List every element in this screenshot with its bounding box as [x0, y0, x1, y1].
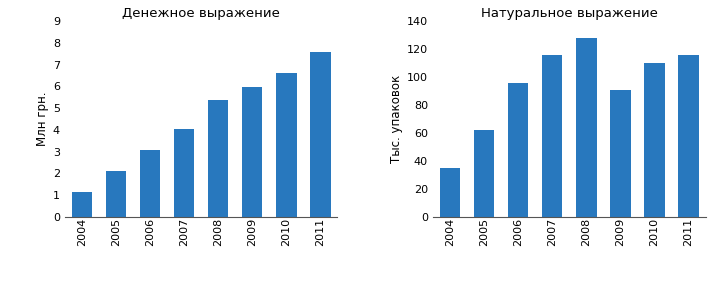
Title: Денежное выражение: Денежное выражение: [122, 7, 280, 20]
Bar: [474, 130, 494, 217]
Title: Натуральное выражение: Натуральное выражение: [481, 7, 657, 20]
Bar: [106, 171, 126, 217]
Bar: [242, 87, 263, 217]
Bar: [576, 38, 597, 217]
Bar: [644, 63, 665, 217]
Bar: [678, 54, 699, 217]
Bar: [174, 129, 194, 217]
Y-axis label: Млн грн.: Млн грн.: [36, 92, 49, 146]
Bar: [440, 168, 460, 217]
Bar: [71, 192, 92, 217]
Bar: [610, 90, 631, 217]
Y-axis label: Тыс. упаковок: Тыс. упаковок: [390, 75, 402, 163]
Bar: [140, 150, 161, 217]
Bar: [276, 73, 297, 217]
Bar: [208, 101, 228, 217]
Bar: [310, 51, 330, 217]
Bar: [508, 82, 528, 217]
Bar: [542, 54, 562, 217]
